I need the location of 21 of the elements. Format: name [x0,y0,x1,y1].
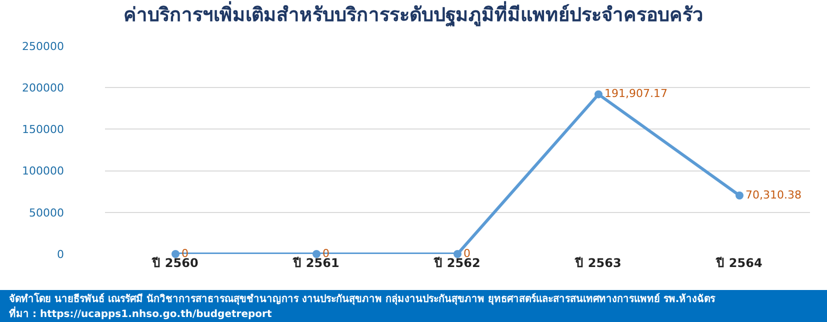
x-tick-label: ปี 2564 [716,256,762,270]
point [736,192,744,200]
y-tick-label: 50000 [29,206,64,220]
x-tick-label: ปี 2560 [152,256,198,270]
data-label: 191,907.17 [604,87,668,100]
point [594,90,602,98]
point [454,250,462,258]
y-tick-label: 250000 [22,40,64,53]
x-tick-label: ปี 2563 [574,256,622,270]
text: จัดทำโดย นายธีรพันธ์ เณรรัศมี นักวิชาการสาธารณสุขชำนาญการ งานประกันสุขภาพ กลุ่มงานประกันสุขภาพ ยุทธศาสตร์และสารสนเทศทางการแพทย์ รพ.ห้างฉัตร [9,292,716,305]
data-label: 70,310.38 [746,188,802,202]
y-tick-label: 100000 [22,164,64,178]
y-tick-label: 200000 [22,81,64,94]
point [312,250,320,258]
text: ที่มา : https://ucapps1.nhso.go.th/budgetreport [9,306,272,320]
y-tick-label: 150000 [22,123,64,136]
x-tick-label: ปี 2562 [434,256,480,270]
x-tick-label: ปี 2561 [292,256,340,270]
y-tick-label: 0 [57,248,64,261]
point [172,250,180,258]
chart-title: ค่าบริการฯเพิ่มเติมสำหรับบริการระดับปฐมภูมิที่มีแพทย์ประจำครอบครัว [124,1,704,28]
